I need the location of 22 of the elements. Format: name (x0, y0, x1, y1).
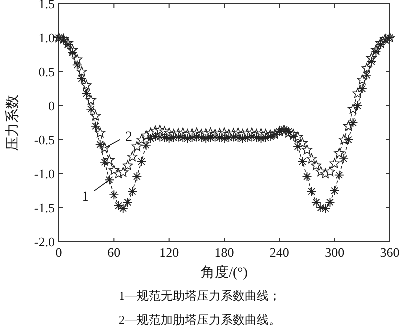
x-tick-label: 60 (108, 245, 121, 260)
y-tick-label: 0.5 (38, 64, 55, 80)
annotation: 1 (82, 190, 90, 206)
y-tick-label: 0 (48, 98, 55, 114)
y-tick-label: 1.0 (38, 30, 55, 46)
annotation: 1 (82, 180, 110, 206)
x-tick-label: 180 (214, 245, 234, 260)
y-tick-label: -1.0 (34, 166, 55, 182)
y-tick-label: -2.0 (34, 234, 55, 250)
y-tick-label: -0.5 (34, 132, 55, 148)
y-tick-label: 1.5 (38, 0, 55, 12)
annotation: 2 (125, 130, 132, 146)
y-tick-label: -1.5 (34, 200, 55, 216)
x-tick-label: 120 (160, 245, 180, 260)
text: 2—规范加肋塔压力系数曲线。 (119, 313, 281, 327)
annotation: 2 (104, 130, 132, 149)
x-tick-label: 240 (270, 245, 290, 260)
y-axis-title: 压力系数 (5, 95, 21, 151)
text: 1—规范无助塔压力系数曲线； (119, 289, 281, 303)
x-axis-title: 角度/(°) (201, 265, 248, 281)
x-tick-label: 300 (325, 245, 345, 260)
x-tick-label: 360 (380, 245, 400, 260)
